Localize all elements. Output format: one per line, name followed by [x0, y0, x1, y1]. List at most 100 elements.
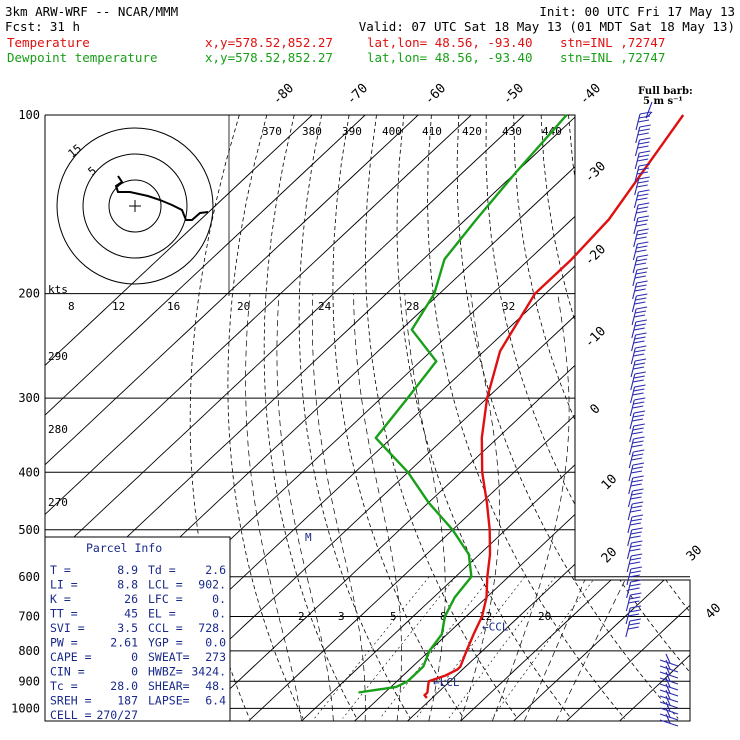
parcel-info-value: 0.0: [205, 636, 226, 650]
wind-barb-flag: [636, 306, 648, 310]
moist-adiabat-line: [353, 293, 402, 721]
wind-barb-flag: [635, 284, 647, 288]
moist-adiabat-line: [311, 293, 366, 721]
parcel-info-value: 6.4: [205, 694, 226, 708]
parcel-info-key: HWBZ=: [148, 665, 183, 679]
hodograph-ring: [108, 179, 162, 233]
wind-barb: [634, 137, 651, 157]
barb-key-staff: [645, 101, 653, 119]
moist-adiabat-line: [245, 293, 302, 721]
parcel-info-key: LAPSE=: [148, 694, 190, 708]
wind-barb-flag: [636, 232, 648, 236]
wind-barb: [659, 701, 679, 715]
parcel-info-value: 902.: [198, 578, 226, 592]
pressure-label-500: 500: [18, 523, 40, 537]
parcel-info-key: PW =: [50, 636, 78, 650]
pressure-label-400: 400: [18, 465, 40, 479]
wind-barb-staff: [659, 659, 679, 667]
dry-adiabat-line: [332, 115, 465, 719]
init-time: Init: 00 UTC Fri 17 May 13: [539, 4, 735, 19]
kts-label-24: 24: [318, 300, 332, 313]
isotherm-line: [195, 115, 690, 721]
parcel-info-value: 187: [117, 694, 138, 708]
parcel-info-value: 8.8: [117, 578, 138, 592]
parcel-info-key: LI =: [50, 578, 78, 592]
wind-barb-staff: [659, 665, 679, 673]
wind-barb-flag: [631, 540, 643, 544]
parcel-info-row: CIN = 0 HWBZ= 3424.: [50, 665, 226, 679]
isotherm-label--60: -60: [422, 81, 449, 108]
moist-adiabat-line: [276, 293, 334, 721]
isotherm-line: [354, 115, 690, 721]
wind-barb: [630, 384, 646, 404]
wind-barb-flag: [628, 587, 640, 591]
parcel-info-key: CIN =: [50, 665, 85, 679]
dry-adiabat-line: [227, 115, 304, 719]
wind-barb-flag: [635, 271, 647, 275]
wind-barb-flag: [629, 561, 641, 565]
wind-barb-flag: [635, 319, 647, 323]
model-title: 3km ARW-WRF -- NCAR/MMM: [5, 4, 178, 19]
mixing-ratio-label-2: 2: [298, 610, 305, 623]
parcel-info-row: LI = 8.8 LCL = 902.: [50, 578, 226, 592]
wind-barb-flag: [631, 505, 643, 509]
wind-barb-flag: [665, 707, 671, 718]
mixing-ratio-line: [314, 576, 430, 719]
pressure-label-700: 700: [18, 610, 40, 624]
series-line-temperature: [423, 114, 685, 699]
legend-temperature-xy: x,y=578.52,852.27: [205, 35, 333, 50]
wind-barb-flag: [633, 388, 645, 392]
kts-label-32: 32: [502, 300, 515, 313]
wind-barb: [631, 306, 648, 326]
wind-barb: [659, 671, 679, 685]
series-line-dewpoint: [358, 114, 568, 694]
parcel-info-value: 273: [205, 650, 226, 664]
parcel-info-key: CAPE =: [50, 650, 92, 664]
wind-barb-flag: [630, 518, 643, 522]
parcel-info-key: LFC =: [148, 592, 183, 606]
parcel-info-value: 48.: [205, 679, 226, 693]
isotherm-line: [45, 115, 419, 721]
parcel-info-key: K =: [50, 592, 71, 606]
wind-barb: [629, 397, 646, 417]
wind-barb: [628, 449, 645, 469]
dry-adiabat-line: [540, 115, 690, 719]
wind-barb-flag: [638, 154, 650, 158]
wind-barb-flag: [633, 362, 646, 366]
wind-barb-flag: [628, 622, 640, 626]
wind-barb: [625, 605, 642, 625]
wind-barb-flag: [633, 449, 645, 453]
dry-adiabat-line: [189, 115, 250, 719]
barb-key-flag: [645, 111, 653, 119]
hodograph: 155: [56, 127, 214, 285]
parcel-info-value: 0.: [212, 607, 226, 621]
wind-barb-flag: [635, 223, 648, 227]
isotherm-label-0: 0: [587, 401, 603, 417]
parcel-info-key: Td =: [148, 563, 176, 577]
wind-barb-flag: [633, 327, 645, 331]
parcel-info-row: TT = 45 EL = 0.: [50, 607, 226, 621]
wind-barb: [633, 228, 649, 248]
parcel-info-value: 3424.: [191, 665, 226, 679]
theta-label-410: 410: [422, 125, 442, 138]
wind-barb-flag: [634, 349, 646, 353]
wind-barb-flag: [631, 527, 643, 531]
wind-barb-flag: [637, 206, 649, 210]
wind-barb-flag: [637, 193, 649, 197]
legend-dewpoint-stn: stn=INL ,72747: [560, 50, 665, 65]
wind-barb-staff: [659, 713, 679, 721]
wind-barb-flag: [628, 574, 640, 578]
isotherm-line: [513, 115, 690, 721]
wind-barb-staff: [659, 695, 679, 703]
wind-barb: [633, 189, 650, 209]
wind-barb-flag: [634, 275, 646, 279]
wind-barb: [631, 332, 647, 352]
wind-barb-flag: [636, 293, 648, 297]
moist-adiabat-line: [523, 293, 661, 721]
wind-barb: [631, 319, 647, 339]
wind-barb-flag: [630, 470, 643, 474]
isotherm-label--20: -20: [582, 242, 609, 269]
wind-barb-flag: [633, 423, 645, 427]
wind-barb-flag: [629, 618, 641, 622]
